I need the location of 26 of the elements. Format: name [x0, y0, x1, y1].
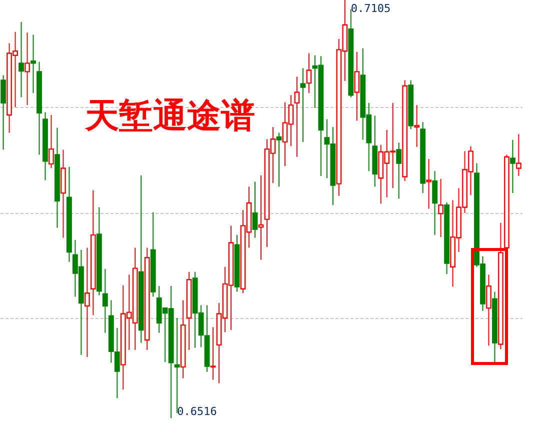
- candlestick: [486, 274, 492, 346]
- candlestick: [354, 51, 360, 122]
- candlestick: [300, 68, 306, 142]
- candlestick: [18, 22, 24, 98]
- candlestick: [258, 174, 264, 260]
- candlestick: [84, 247, 90, 358]
- candlestick: [426, 158, 432, 210]
- candlestick: [48, 114, 54, 169]
- candlestick: [30, 34, 36, 94]
- candlestick: [24, 32, 30, 106]
- candlestick: [0, 74, 6, 150]
- annotation: 0.6516: [177, 405, 217, 418]
- candlestick: [306, 52, 312, 94]
- candlestick: [210, 326, 216, 380]
- candlestick: [414, 104, 420, 148]
- candlestick: [432, 170, 438, 236]
- candlestick: [516, 134, 522, 177]
- candlestick: [396, 142, 402, 200]
- candlestick: [102, 268, 108, 334]
- candlestick: [294, 76, 300, 158]
- candlestick: [252, 181, 258, 238]
- candlestick: [438, 178, 444, 238]
- annotation: 0.7105: [350, 2, 391, 15]
- candlestick: [510, 139, 516, 194]
- text: 天堑通途谱: [84, 96, 255, 136]
- candlestick: [276, 132, 282, 188]
